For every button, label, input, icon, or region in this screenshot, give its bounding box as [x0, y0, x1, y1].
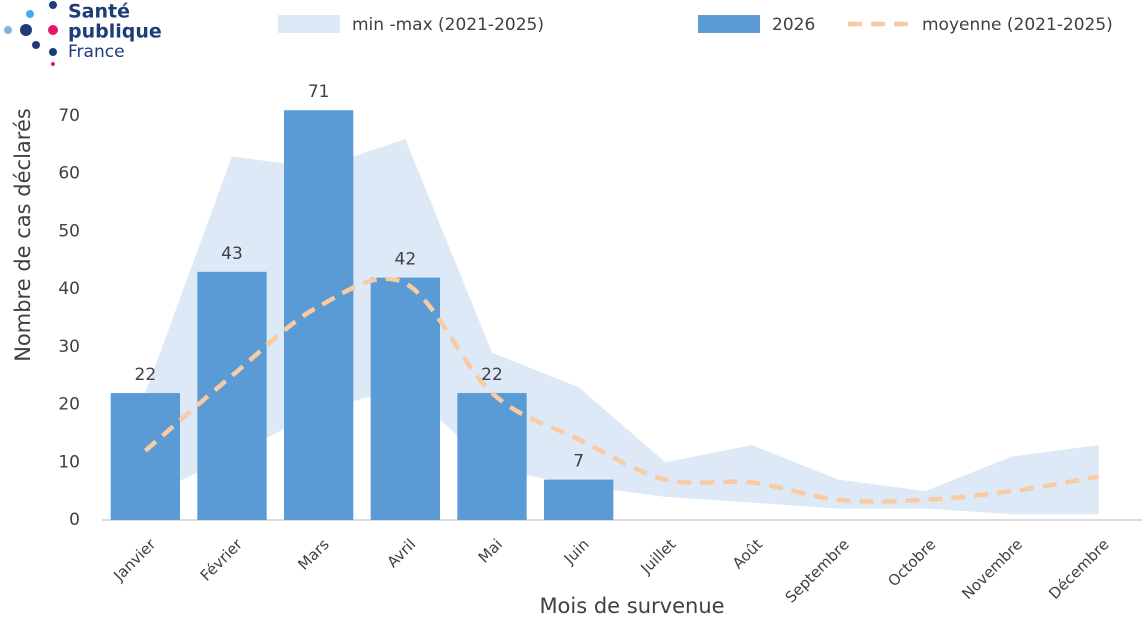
- y-tick-label: 70: [58, 106, 80, 126]
- bar: [110, 393, 180, 520]
- x-tick-label: Mai: [475, 535, 506, 566]
- bar: [197, 271, 267, 520]
- bar: [370, 277, 440, 520]
- logo: Santé publique France: [4, 1, 162, 66]
- legend-swatch: [278, 15, 340, 33]
- legend-label: 2026: [772, 15, 815, 35]
- y-tick-label: 30: [58, 337, 80, 357]
- x-axis-label: Mois de survenue: [539, 594, 724, 618]
- bar: [284, 110, 354, 520]
- x-tick-label: Octobre: [884, 535, 939, 590]
- x-tick-label: Septembre: [782, 535, 853, 606]
- mean-line: [143, 276, 1100, 504]
- logo-dot: [49, 48, 57, 56]
- data-label: 42: [395, 250, 417, 270]
- logo-dot: [4, 26, 12, 34]
- logo-text: Santé: [68, 1, 130, 23]
- x-tick-label: Mars: [294, 535, 332, 573]
- logo-text: publique: [68, 21, 162, 43]
- data-label: 71: [308, 82, 330, 102]
- logo-text: France: [68, 42, 125, 62]
- x-tick-label: Janvier: [109, 535, 159, 585]
- logo-dot: [48, 25, 58, 35]
- x-tick-label: Juillet: [637, 535, 680, 578]
- x-tick-label: Août: [729, 535, 766, 572]
- y-tick-label: 40: [58, 279, 80, 299]
- logo-dot: [51, 62, 55, 66]
- x-tick-label: Avril: [383, 535, 419, 571]
- y-tick-label: 0: [69, 510, 80, 530]
- min-max-band: [145, 139, 1099, 515]
- logo-dot: [20, 24, 32, 36]
- data-label: 22: [481, 365, 503, 385]
- y-tick-label: 20: [58, 395, 80, 415]
- bar: [457, 393, 527, 520]
- y-tick-label: 50: [58, 221, 80, 241]
- x-tick-label: Février: [197, 535, 247, 585]
- data-label: 22: [135, 365, 157, 385]
- x-tick-label: Novembre: [958, 535, 1026, 603]
- legend-swatch: [698, 15, 760, 33]
- x-tick-label: Juin: [560, 535, 593, 568]
- data-label: 7: [573, 452, 584, 472]
- y-tick-label: 60: [58, 164, 80, 184]
- y-axis-label: Nombre de cas déclarés: [11, 108, 35, 362]
- legend-label: moyenne (2021-2025): [922, 15, 1113, 35]
- legend-label: min -max (2021-2025): [352, 15, 544, 35]
- bar: [544, 479, 614, 520]
- x-tick-label: Décembre: [1045, 535, 1113, 603]
- logo-dot: [49, 1, 57, 9]
- logo-dot: [26, 10, 34, 18]
- y-tick-label: 10: [58, 452, 80, 472]
- data-label: 43: [221, 244, 243, 264]
- logo-dot: [32, 41, 40, 49]
